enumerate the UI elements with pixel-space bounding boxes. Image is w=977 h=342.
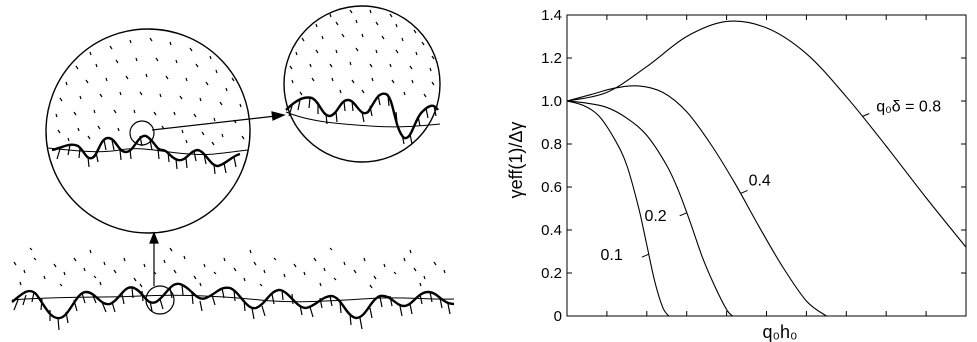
left-circle-particles <box>55 37 245 146</box>
arrow-up <box>149 231 159 286</box>
y-tick-label: 0.6 <box>541 179 562 196</box>
small-magnifier-circle <box>145 285 175 315</box>
right-circle-spikes <box>288 94 437 145</box>
y-axis-label: γeff(1)/Δγ <box>506 122 526 199</box>
surface-spikes <box>13 284 451 331</box>
medium-magnifier-circle <box>129 120 155 146</box>
surface-thin-line <box>11 294 455 303</box>
left-circle-spikes <box>56 135 237 175</box>
big-right-circle <box>283 5 441 163</box>
left-circle-thin <box>47 147 249 155</box>
x-axis-label: q₀h₀ <box>763 322 798 342</box>
illustration <box>11 5 455 331</box>
series-line <box>566 20 967 248</box>
magnifier-circle-icon <box>283 5 441 163</box>
y-tick-label: 0.8 <box>541 136 562 153</box>
y-tick-label: 0 <box>554 308 562 325</box>
series-line <box>566 100 733 317</box>
curve-label: 0.2 <box>644 208 666 225</box>
right-circle-particles <box>289 9 435 98</box>
rough-surface-icon <box>11 247 455 331</box>
x-axis <box>566 15 967 316</box>
curve-leader-line <box>679 212 687 217</box>
magnifier-circle-icon <box>45 28 251 234</box>
curve-label: q₀δ = 0.8 <box>876 98 941 115</box>
surface-profile <box>11 282 455 320</box>
right-circle-thin <box>285 111 441 128</box>
curve-label: 0.4 <box>749 172 771 189</box>
y-tick-label: 0.4 <box>541 222 562 239</box>
chart: 0 0.2 0.4 0.6 0.8 1.0 1.2 1.4 0.1 0.2 0.4 q₀δ = 0.… <box>506 7 967 342</box>
curve-leader-line <box>641 253 649 258</box>
curve-labels: 0.1 0.2 0.4 q₀δ = 0.8 <box>601 98 942 264</box>
y-tick-label: 0.2 <box>541 265 562 282</box>
y-tick-label: 1.0 <box>541 93 562 110</box>
y-axis: 0 0.2 0.4 0.6 0.8 1.0 1.2 1.4 <box>541 7 966 325</box>
arrow-right <box>151 111 286 131</box>
y-tick-label: 1.4 <box>541 7 562 24</box>
right-circle-profile <box>285 92 439 140</box>
y-tick-label: 1.2 <box>541 50 562 67</box>
curve-leader-line <box>862 113 870 117</box>
big-left-circle <box>45 28 251 234</box>
series-line <box>566 100 670 317</box>
curve-label: 0.1 <box>601 247 623 264</box>
curve-leader-line <box>740 189 748 194</box>
surface-particles <box>13 247 446 289</box>
series-lines <box>566 20 967 317</box>
series-line <box>566 85 827 317</box>
